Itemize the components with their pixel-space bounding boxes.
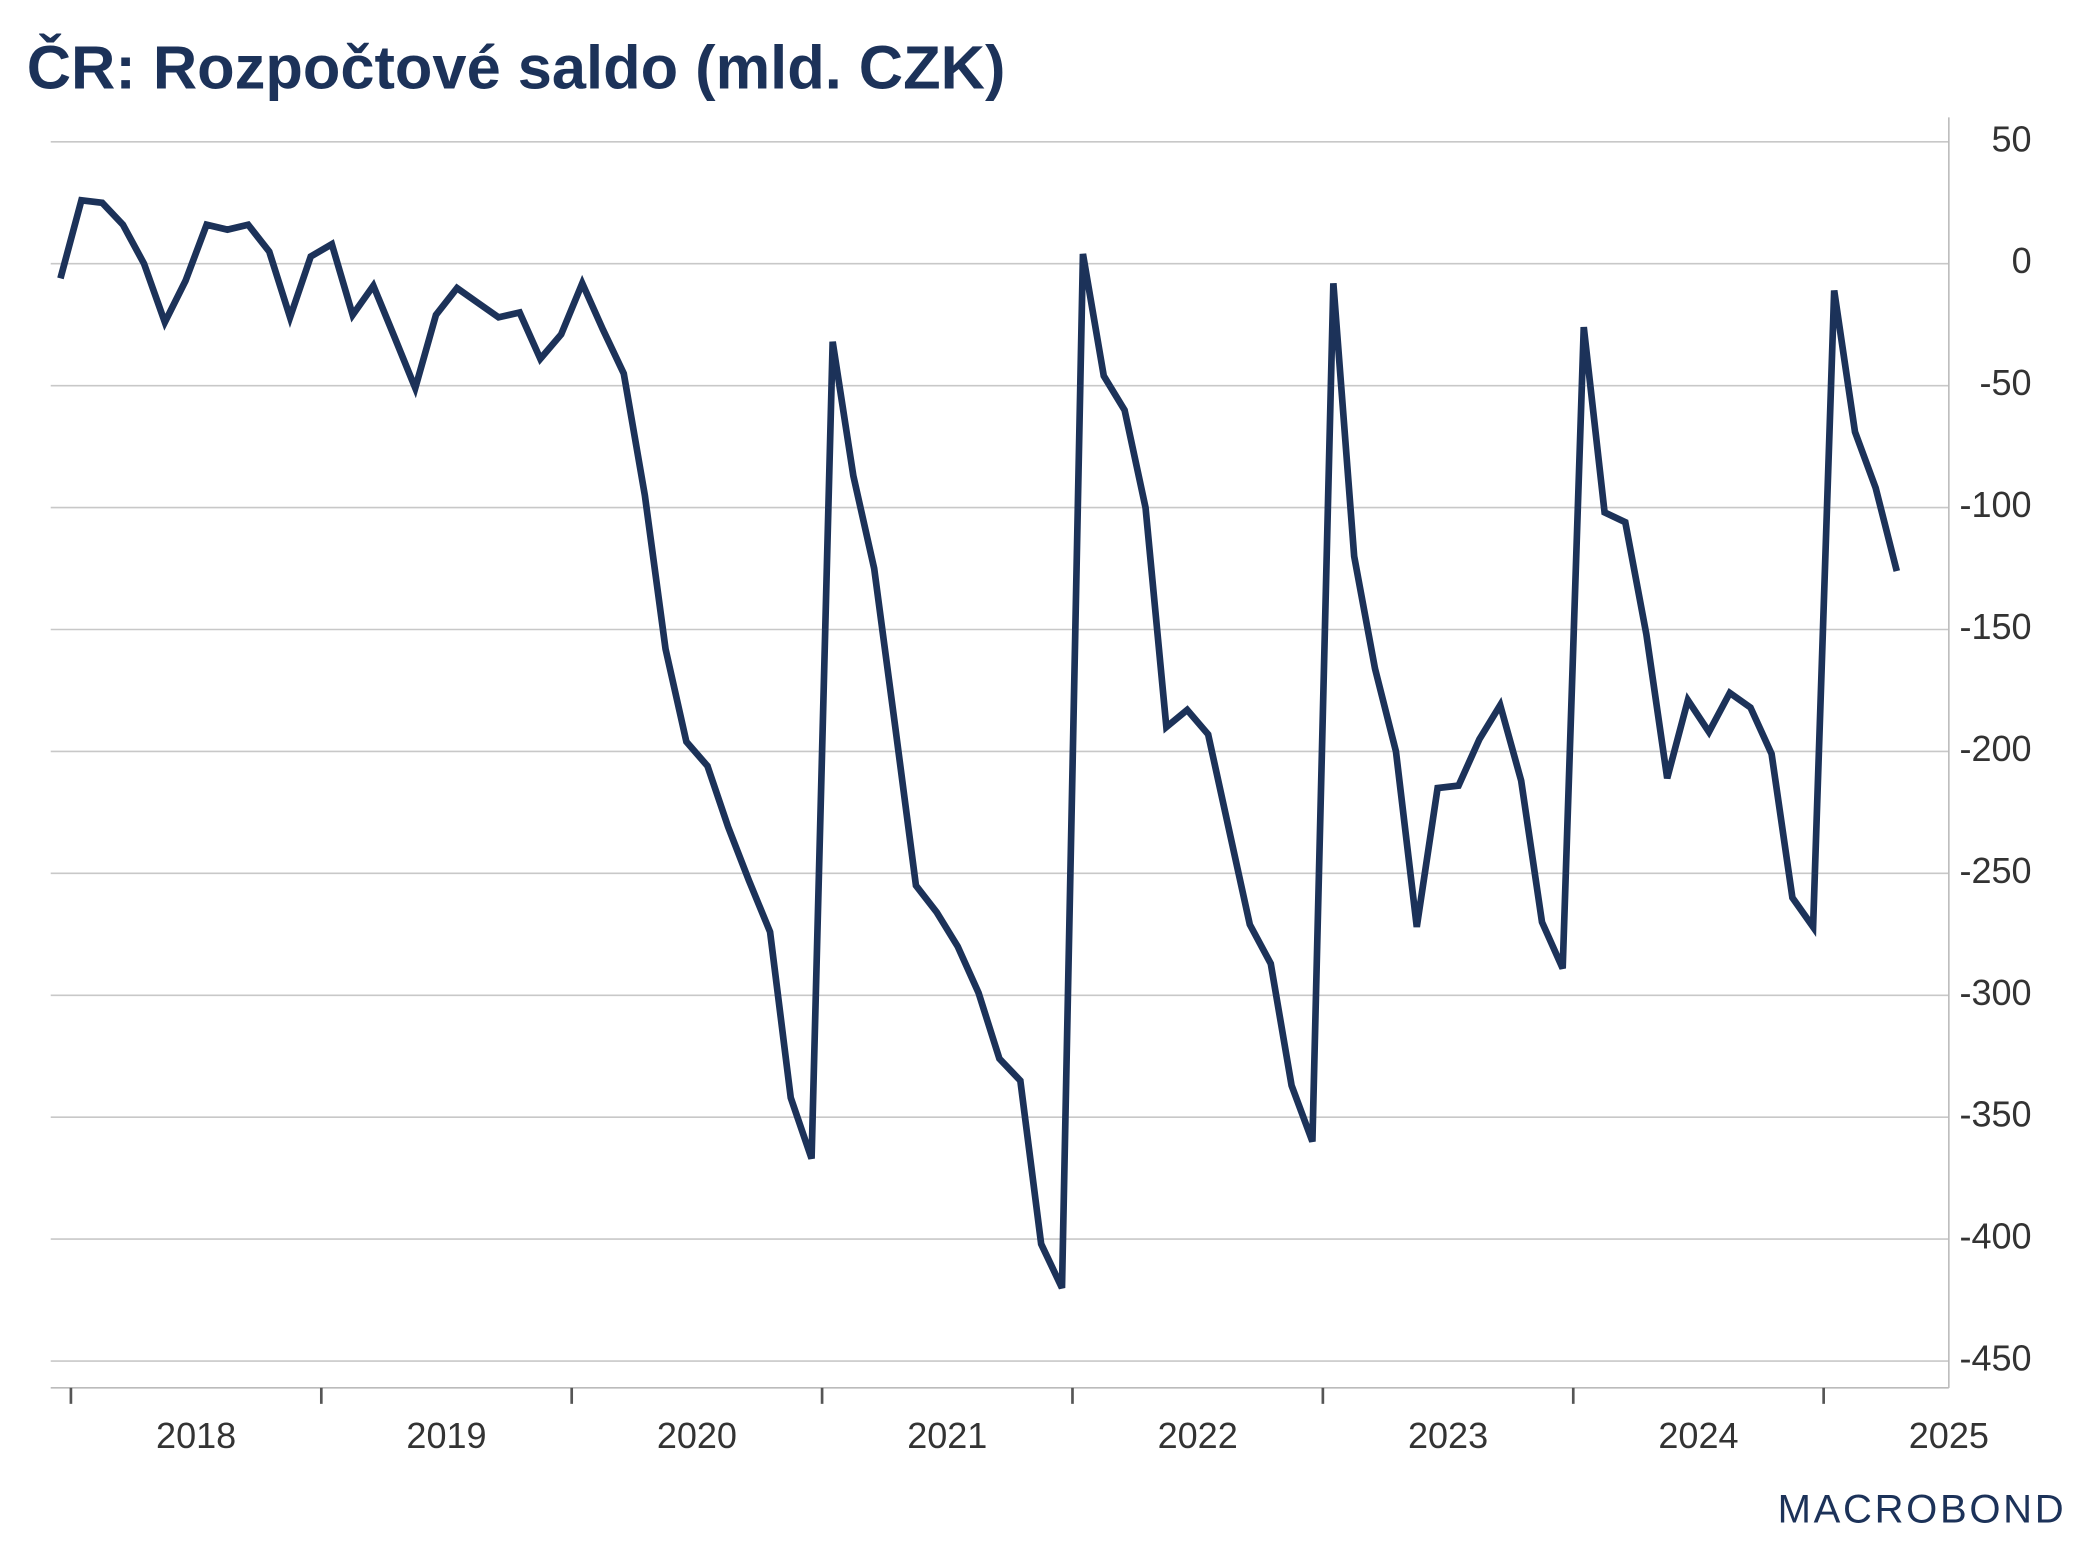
x-tick-label: 2023 [1408, 1415, 1488, 1456]
y-tick-label: -200 [1959, 728, 2031, 769]
x-tick-label: 2018 [156, 1415, 236, 1456]
chart-title: ČR: Rozpočtové saldo (mld. CZK) [27, 33, 1006, 102]
x-tick-label: 2022 [1158, 1415, 1238, 1456]
y-tick-label: 0 [2012, 240, 2032, 281]
y-tick-label: -250 [1959, 850, 2031, 891]
x-tick-label: 2025 [1909, 1415, 1989, 1456]
x-tick-label: 2021 [907, 1415, 987, 1456]
y-tick-label: -450 [1959, 1338, 2031, 1379]
series-line [57, 196, 1901, 1290]
x-tick-label: 2024 [1658, 1415, 1738, 1456]
y-tick-label: -100 [1959, 484, 2031, 525]
x-tick-label: 2019 [406, 1415, 486, 1456]
y-tick-label: -50 [1980, 362, 2032, 403]
y-tick-label: -300 [1959, 972, 2031, 1013]
y-tick-label: -150 [1959, 606, 2031, 647]
y-tick-label: 50 [1992, 118, 2032, 159]
source-logo: MACROBOND [1778, 1488, 2067, 1532]
x-tick-label: 2020 [657, 1415, 737, 1456]
y-tick-label: -400 [1959, 1216, 2031, 1257]
y-tick-label: -350 [1959, 1094, 2031, 1135]
